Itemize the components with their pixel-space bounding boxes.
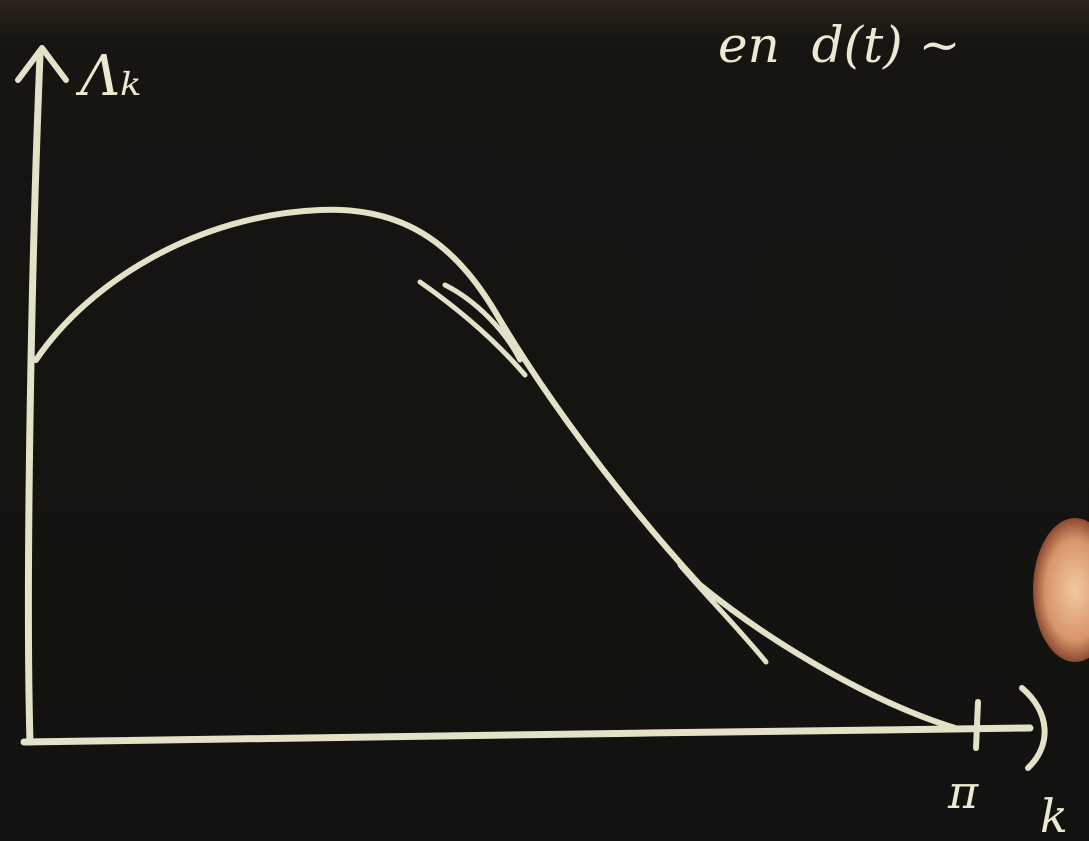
- board-writing: en d(t) ~: [718, 16, 960, 74]
- blackboard-photo: Λₖ k π en d(t) ~: [0, 0, 1089, 841]
- y-axis-label: Λₖ: [75, 44, 141, 109]
- x-tick-label: π: [947, 765, 979, 819]
- x-axis-label: k: [1040, 789, 1068, 841]
- x-tick: [976, 702, 978, 748]
